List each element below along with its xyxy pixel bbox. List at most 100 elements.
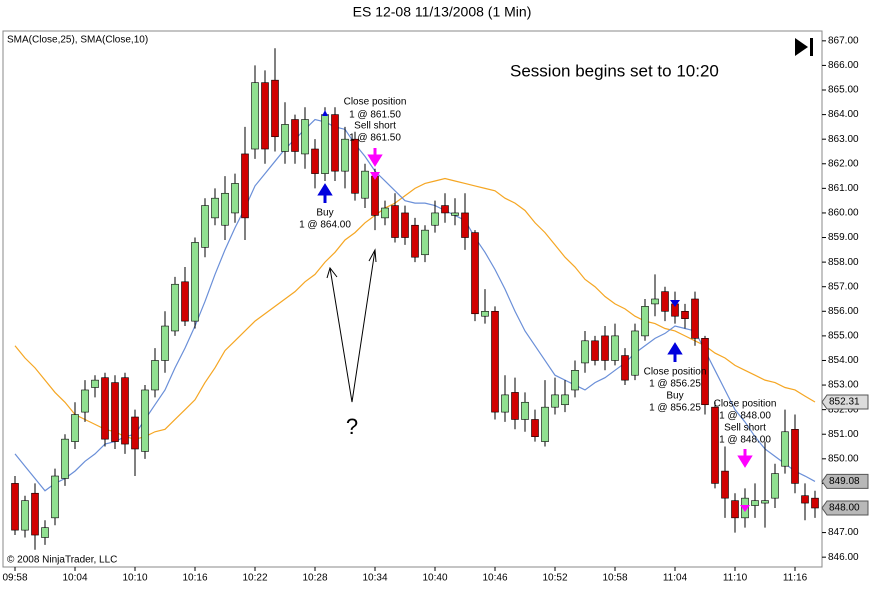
play-icon[interactable]: [795, 38, 808, 56]
candle-body: [711, 406, 719, 484]
candle-body: [551, 394, 559, 408]
candle-body: [401, 212, 409, 238]
candle-body: [761, 500, 769, 504]
annotation: 1 @ 856.25: [649, 379, 701, 390]
candle-body: [21, 500, 29, 531]
fill-marker: [670, 300, 680, 307]
candle-body: [111, 382, 119, 442]
annotation: Close position: [644, 367, 707, 378]
candle-body: [691, 298, 699, 339]
y-tick-label: 866.00: [828, 60, 859, 71]
candle-body: [121, 377, 129, 445]
y-tick-label: 860.00: [828, 208, 859, 219]
candle-body: [571, 370, 579, 391]
candle-body: [331, 114, 339, 172]
y-tick-label: 854.00: [828, 355, 859, 366]
x-tick-label: 11:16: [783, 573, 808, 584]
candle-body: [301, 119, 309, 155]
y-tick-label: 863.00: [828, 134, 859, 145]
plot-area: [2, 30, 823, 568]
candle-body: [721, 470, 729, 499]
question-lines: [326, 248, 377, 403]
x-tick-label: 11:10: [723, 573, 748, 584]
candle-body: [11, 483, 19, 531]
candle-body: [31, 492, 39, 536]
candle-body: [261, 82, 269, 150]
candle-body: [601, 335, 609, 361]
x-tick-label: 10:10: [122, 573, 147, 584]
fill-marker: [370, 172, 380, 180]
x-tick-label: 10:16: [182, 573, 207, 584]
price-marker-label: 849.08: [829, 476, 860, 487]
annotation: Close position: [344, 97, 407, 108]
candle-body: [461, 212, 469, 238]
candle-body: [771, 473, 779, 499]
y-tick-label: 858.00: [828, 257, 859, 268]
x-tick-label: 11:04: [663, 573, 688, 584]
candle-body: [101, 377, 109, 440]
candle-body: [751, 500, 759, 506]
x-tick-label: 10:52: [542, 573, 567, 584]
candle-body: [201, 205, 209, 248]
x-tick-label: 10:40: [422, 573, 447, 584]
price-marker: [821, 394, 869, 410]
candle-body: [351, 138, 359, 194]
candle-body: [241, 153, 249, 219]
price-marker-label: 848.00: [829, 503, 860, 514]
candle-body: [141, 389, 149, 452]
y-tick-label: 847.00: [828, 527, 859, 538]
candle-body: [171, 283, 179, 332]
candle-body: [431, 212, 439, 226]
fill-marker: [322, 110, 328, 116]
candle-body: [781, 431, 789, 467]
y-tick-label: 867.00: [828, 35, 859, 46]
annotation: 1 @ 864.00: [299, 220, 351, 231]
candle-body: [731, 500, 739, 519]
candle-body: [491, 310, 499, 413]
annotation: 1 @ 848.00: [719, 411, 771, 422]
price-marker: [821, 500, 869, 516]
go-to-end-button[interactable]: [795, 38, 813, 56]
candle-body: [481, 310, 489, 317]
x-tick-label: 10:04: [62, 573, 87, 584]
x-tick-label: 10:58: [602, 573, 627, 584]
y-tick-label: 857.00: [828, 281, 859, 292]
candle-body: [91, 379, 99, 388]
annotation: 1 @ 861.50: [349, 133, 401, 144]
candle-body: [621, 355, 629, 381]
candle-body: [581, 340, 589, 364]
candle-body: [611, 335, 619, 361]
candle-body: [541, 406, 549, 442]
candle-body: [511, 392, 519, 420]
candle-body: [291, 119, 299, 152]
candle-body: [371, 175, 379, 216]
sell-arrow: [367, 148, 383, 167]
annotation: Sell short: [724, 423, 766, 434]
candle-body: [561, 394, 569, 406]
annotation: 1 @ 856.25: [649, 403, 701, 414]
candle-body: [131, 416, 139, 450]
candle-body: [181, 281, 189, 322]
candle-body: [251, 82, 259, 150]
candle-body: [311, 148, 319, 174]
candle-body: [381, 207, 389, 219]
trade-markers: [317, 110, 753, 512]
candle-body: [531, 419, 539, 437]
candle-body: [211, 197, 219, 219]
candle-body: [661, 291, 669, 312]
copyright: © 2008 NinjaTrader, LLC: [7, 555, 117, 566]
annotation: Close position: [714, 399, 777, 410]
candle-body: [321, 114, 329, 174]
annotation: Buy: [666, 391, 683, 402]
end-bar-icon[interactable]: [810, 38, 813, 56]
candle-body: [41, 527, 49, 538]
candle-body: [61, 438, 69, 479]
annotation: Buy: [316, 208, 333, 219]
y-tick-label: 862.00: [828, 158, 859, 169]
buy-arrow: [667, 342, 683, 362]
y-tick-label: 851.00: [828, 429, 859, 440]
fill-marker: [740, 505, 750, 512]
y-tick-label: 865.00: [828, 85, 859, 96]
candle-body: [191, 242, 199, 322]
